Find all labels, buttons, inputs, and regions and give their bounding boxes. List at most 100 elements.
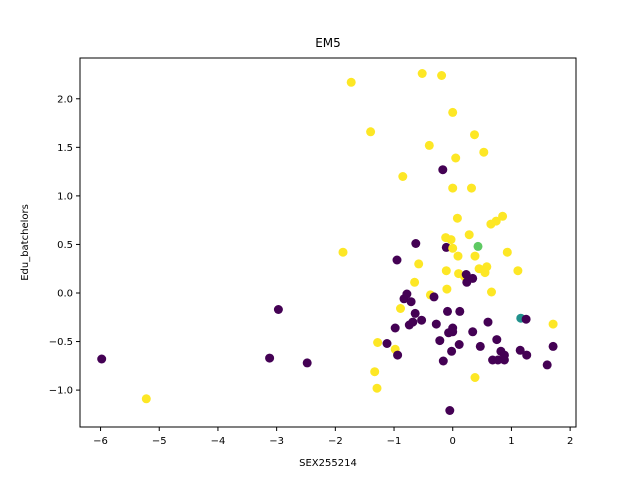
scatter-point [398,172,408,181]
scatter-point [468,273,478,283]
scatter-point [447,346,457,356]
scatter-point [470,251,480,261]
scatter-point [417,69,427,78]
scatter-point [372,383,382,393]
scatter-point [468,327,478,337]
y-tick-label: 0.0 [57,288,73,299]
scatter-point [373,338,383,347]
scatter-point [417,315,427,325]
x-axis-ticks: −6 −5 −4 −3 −2 −1 0 1 2 [93,427,573,447]
x-tick-label: 1 [508,436,514,447]
plot-frame [79,57,577,428]
scatter-point [522,350,532,360]
scatter-point [445,406,455,415]
y-tick-label: −1.0 [49,386,73,397]
scatter-point [446,235,456,245]
scatter-point [451,153,461,163]
scatter-point [498,211,508,221]
scatter-point [390,323,400,333]
scatter-point [141,394,151,404]
scatter-point [370,367,380,377]
x-tick-label: −5 [152,436,167,447]
scatter-point [437,71,447,80]
y-axis-label: Edu_batchelors [20,204,31,281]
scatter-point [482,262,492,272]
y-tick-label: 1.0 [57,191,73,202]
scatter-point [431,319,441,329]
scatter-point [542,360,552,370]
scatter-point [448,107,458,117]
scatter-point [473,241,483,251]
chart-title: EM5 [315,36,341,50]
x-axis-label: SEX255214 [299,458,357,469]
scatter-point [448,183,458,193]
scatter-point [392,255,402,265]
scatter-point [346,77,356,87]
x-tick-label: −1 [387,436,402,447]
scatter-point [452,213,462,223]
scatter-point [438,356,448,366]
scatter-point [455,306,465,316]
scatter-point [448,327,458,337]
scatter-point [410,277,420,287]
scatter-point [408,317,418,327]
scatter-point [338,247,348,257]
scatter-point [513,266,523,276]
scatter-point [521,314,531,324]
scatter-point [454,340,464,349]
scatter-point [302,358,312,368]
scatter-point [502,247,512,257]
y-tick-label: 2.0 [57,94,73,105]
y-tick-label: 0.5 [57,240,73,251]
points-layer [97,69,558,415]
scatter-point [448,243,458,253]
y-axis-ticks: −1.0 −0.5 0.0 0.5 1.0 1.5 2.0 [49,94,80,397]
scatter-point [441,266,451,276]
scatter-point [487,287,496,297]
y-tick-label: 1.5 [57,143,73,154]
scatter-point [438,165,448,175]
scatter-point [464,230,474,240]
scatter-point [479,147,489,157]
scatter-point [406,297,416,307]
scatter-point [470,130,479,140]
scatter-point [414,259,424,269]
scatter-point [499,350,509,360]
scatter-point [475,341,485,351]
scatter-point [467,183,476,193]
scatter-point [491,216,501,226]
scatter-point [492,335,502,345]
scatter-point [461,270,471,279]
scatter-point [366,127,376,137]
scatter-point [453,251,463,261]
x-tick-label: 2 [567,436,573,447]
scatter-point [393,350,403,360]
x-tick-label: −6 [93,436,108,447]
scatter-point [483,317,493,327]
scatter-point [382,339,392,348]
scatter-point [470,373,480,382]
scatter-point [548,319,558,329]
scatter-point [435,336,445,346]
scatter-point [273,305,283,314]
x-tick-label: −4 [211,436,226,447]
y-tick-label: −0.5 [49,337,73,348]
x-tick-label: −2 [328,436,343,447]
x-tick-label: −3 [269,436,284,447]
scatter-point [97,354,107,364]
scatter-point [429,292,439,302]
scatter-point [396,304,405,313]
scatter-point [424,140,434,150]
scatter-point [265,353,275,363]
scatter-point [493,355,503,365]
scatter-point [402,289,412,299]
scatter-point [411,239,421,248]
scatter-point [548,341,558,351]
x-tick-label: 0 [450,436,456,447]
scatter-point [410,308,420,318]
scatter-point [443,306,452,316]
scatter-point [442,284,452,294]
scatter-point [515,345,525,355]
